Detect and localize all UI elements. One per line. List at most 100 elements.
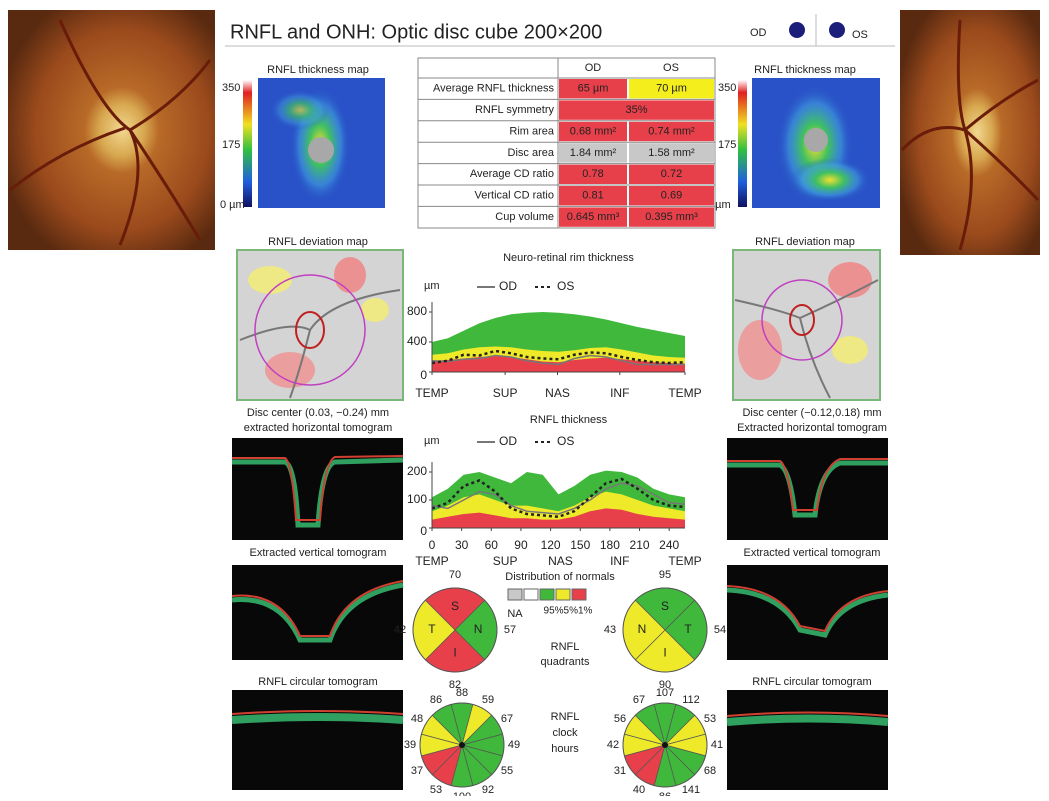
- pie-center: [459, 742, 465, 748]
- segment-value: 86: [659, 791, 671, 796]
- os-marker: [829, 22, 845, 38]
- segment-value: 48: [411, 713, 423, 725]
- cell-value: 0.395 mm³: [645, 211, 698, 223]
- cell-value: 0.78: [582, 168, 603, 180]
- normals-label: 95%5%1%: [544, 606, 593, 617]
- tomogram-title: RNFL circular tomogram: [258, 676, 377, 688]
- segment-value: 53: [430, 784, 442, 796]
- cell-value: 0.81: [582, 190, 603, 202]
- y-tick-label: 100: [407, 492, 427, 506]
- scale-label: 350: [222, 82, 240, 94]
- segment-value: 42: [394, 624, 406, 636]
- tomogram-title: Extracted vertical tomogram: [744, 547, 881, 559]
- region-label: SUP: [493, 554, 518, 568]
- column-header: OS: [663, 62, 679, 74]
- row-label: Disc area: [508, 147, 555, 159]
- od-thickness-map: [258, 78, 385, 208]
- segment-letter: T: [684, 622, 692, 636]
- scale-label: 175: [222, 139, 240, 151]
- cell-value: 0.74 mm²: [648, 125, 695, 137]
- segment-letter: S: [661, 599, 669, 613]
- normals-swatch: [508, 589, 522, 600]
- pie-center: [662, 742, 668, 748]
- x-tick-label: 60: [485, 538, 499, 552]
- row-label: Vertical CD ratio: [475, 190, 554, 202]
- region-label: TEMP: [415, 554, 448, 568]
- region-label: INF: [610, 554, 629, 568]
- segment-letter: N: [638, 622, 647, 636]
- x-tick-label: INF: [610, 386, 629, 400]
- normals-title: Distribution of normals: [505, 571, 615, 583]
- quadrants-title: quadrants: [541, 656, 590, 668]
- segment-value: 41: [711, 739, 723, 751]
- segment-value: 141: [682, 784, 700, 796]
- x-tick-label: TEMP: [415, 386, 448, 400]
- chart-title: RNFL thickness: [530, 414, 608, 426]
- normals-swatch: [524, 589, 538, 600]
- x-tick-label: 0: [429, 538, 436, 552]
- legend-label: OD: [499, 279, 517, 293]
- cell-value: 0.68 mm²: [570, 125, 617, 137]
- normals-label: NA: [507, 608, 523, 620]
- color-scale: [243, 80, 252, 207]
- cell-value: 0.69: [661, 190, 682, 202]
- x-tick-label: TEMP: [668, 386, 701, 400]
- segment-letter: I: [663, 645, 666, 659]
- segment-value: 40: [633, 784, 645, 796]
- segment-value: 57: [504, 624, 516, 636]
- os-fundus-photo: [900, 10, 1040, 255]
- scale-label: 350: [718, 82, 736, 94]
- x-tick-label: 150: [570, 538, 590, 552]
- cell-value: 35%: [625, 104, 647, 116]
- segment-value: 53: [704, 713, 716, 725]
- legend-label: OS: [557, 279, 574, 293]
- y-tick-label: 200: [407, 464, 427, 478]
- clock-title: clock: [552, 727, 578, 739]
- x-tick-label: 90: [514, 538, 528, 552]
- od-deviation-map: [237, 250, 403, 400]
- segment-value: 88: [456, 687, 468, 699]
- normals-swatch: [556, 589, 570, 600]
- segment-value: 56: [614, 713, 626, 725]
- cell-value: 70 µm: [656, 83, 687, 95]
- segment-value: 42: [607, 739, 619, 751]
- segment-value: 68: [704, 765, 716, 777]
- disc-center: Disc center (0.03, −0.24) mm: [247, 407, 389, 419]
- map-title: RNFL thickness map: [267, 64, 369, 76]
- segment-letter: I: [453, 645, 456, 659]
- segment-value: 100: [453, 791, 471, 796]
- unit-label: µm: [424, 280, 440, 292]
- segment-value: 95: [659, 569, 671, 581]
- x-tick-label: 240: [659, 538, 679, 552]
- clock-title: hours: [551, 743, 579, 755]
- normals-swatch: [540, 589, 554, 600]
- segment-letter: N: [474, 622, 483, 636]
- od-label: OD: [750, 27, 767, 39]
- unit-label: µm: [424, 435, 440, 447]
- segment-letter: S: [451, 599, 459, 613]
- chart-title: Neuro-retinal rim thickness: [503, 252, 634, 264]
- x-tick-label: 210: [630, 538, 650, 552]
- segment-value: 67: [633, 694, 645, 706]
- cell-value: 0.72: [661, 168, 682, 180]
- segment-value: 39: [404, 739, 416, 751]
- os-deviation-map: [733, 250, 880, 400]
- row-label: RNFL symmetry: [475, 104, 555, 116]
- cell-value: 65 µm: [578, 83, 609, 95]
- x-tick-label: 120: [541, 538, 561, 552]
- x-tick-label: 180: [600, 538, 620, 552]
- tomogram-title: Extracted vertical tomogram: [250, 547, 387, 559]
- scale-label: 175: [718, 139, 736, 151]
- quadrants-title: RNFL: [551, 641, 580, 653]
- segment-value: 31: [614, 765, 626, 777]
- os-label: OS: [852, 29, 868, 41]
- y-tick-label: 0: [420, 524, 427, 538]
- od-marker: [789, 22, 805, 38]
- segment-value: 112: [682, 694, 700, 706]
- map-title: RNFL thickness map: [754, 64, 856, 76]
- clock-title: RNFL: [551, 711, 580, 723]
- segment-value: 55: [501, 765, 513, 777]
- row-label: Average CD ratio: [470, 168, 554, 180]
- tomogram-title: Extracted horizontal tomogram: [737, 422, 887, 434]
